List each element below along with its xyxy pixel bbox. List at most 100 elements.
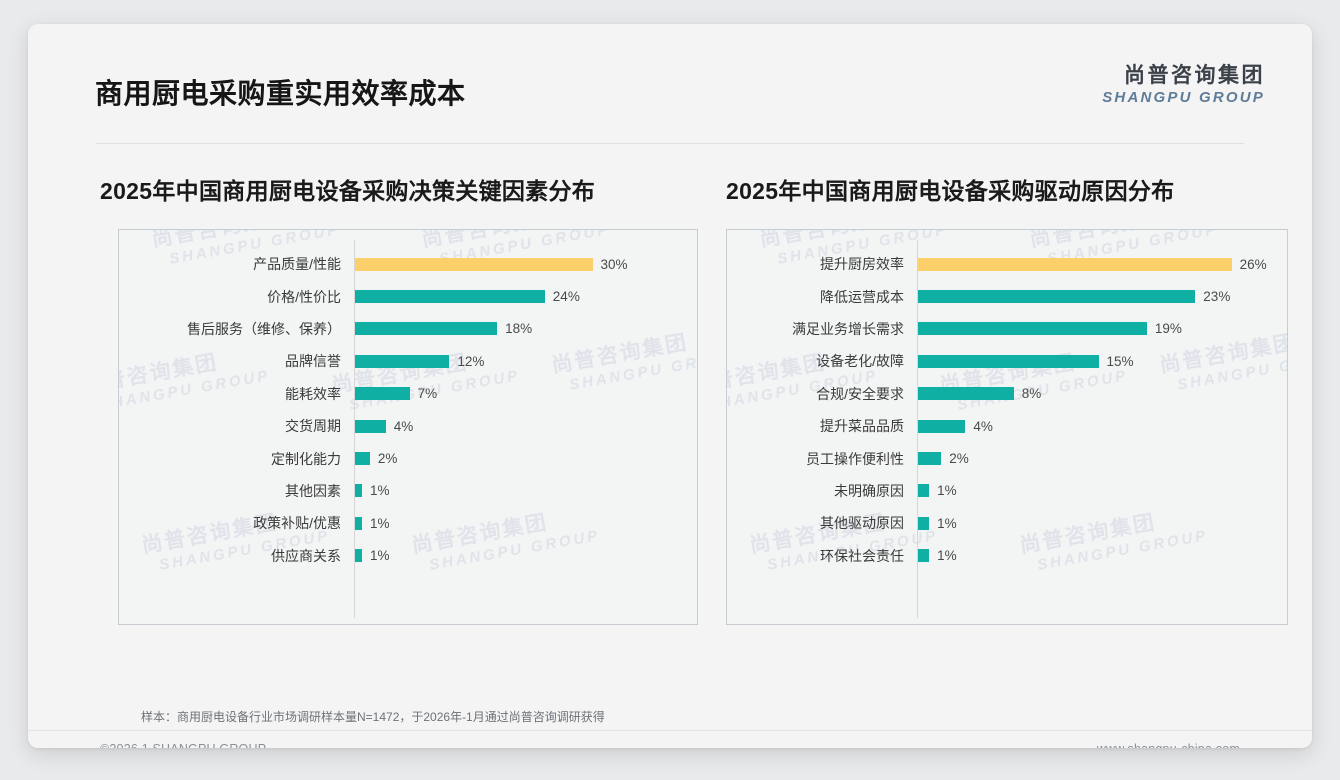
bar-track: 1% bbox=[354, 548, 697, 563]
bar-value-label: 8% bbox=[1021, 386, 1042, 402]
logo-chinese-text: 尚普咨询集团 bbox=[1124, 64, 1265, 87]
bar-track: 12% bbox=[354, 354, 697, 369]
bar-row: 环保社会责任 1% bbox=[727, 540, 1287, 572]
bar-track: 1% bbox=[917, 516, 1287, 531]
bar-track: 19% bbox=[917, 321, 1287, 336]
bar bbox=[354, 387, 410, 401]
bar bbox=[354, 419, 386, 433]
bar-value-label: 1% bbox=[369, 548, 390, 564]
bar-rows-left: 产品质量/性能 30% 价格/性价比 24% 售后服务（维修、保养） 18% 品牌信誉 12%… bbox=[119, 230, 697, 624]
bar-row: 设备老化/故障 15% bbox=[727, 345, 1287, 377]
bar-category-label: 员工操作便利性 bbox=[806, 450, 904, 467]
bar bbox=[354, 484, 362, 498]
bar bbox=[354, 549, 362, 563]
website-link[interactable]: www.shangpu-china.com bbox=[1097, 742, 1240, 748]
bar-category-label: 交货周期 bbox=[285, 418, 341, 435]
bar-category-label: 提升厨房效率 bbox=[820, 256, 904, 273]
bar-row: 其他驱动原因 1% bbox=[727, 507, 1287, 539]
bar-category-label: 价格/性价比 bbox=[267, 288, 341, 305]
bar-track: 23% bbox=[917, 289, 1287, 304]
bar bbox=[917, 387, 1014, 401]
bar-value-label: 19% bbox=[1154, 321, 1182, 337]
bar bbox=[354, 257, 593, 271]
bar-row: 提升厨房效率 26% bbox=[727, 248, 1287, 280]
slide-header: 商用厨电采购重实用效率成本 尚普咨询集团 SHANGPU GROUP bbox=[28, 24, 1312, 144]
bar-track: 1% bbox=[917, 483, 1287, 498]
sample-footnote: 样本：商用厨电设备行业市场调研样本量N=1472，于2026年-1月通过尚普咨询… bbox=[141, 710, 605, 724]
bar-row: 产品质量/性能 30% bbox=[119, 248, 697, 280]
bar bbox=[917, 290, 1196, 304]
copyright-text: ©2026.1 SHANGPU GROUP bbox=[100, 742, 266, 748]
logo-english-text: SHANGPU GROUP bbox=[1102, 89, 1265, 107]
bar-value-label: 1% bbox=[937, 515, 957, 531]
bar-value-label: 23% bbox=[1203, 289, 1231, 305]
bar bbox=[354, 290, 545, 304]
chart-block-decision-factors: 2025年中国商用厨电设备采购决策关键因素分布 尚普咨询集团 SHANGPU GR… bbox=[72, 172, 698, 625]
bar bbox=[917, 322, 1147, 336]
bar bbox=[917, 516, 930, 530]
footer-divider bbox=[28, 730, 1312, 731]
page-title: 商用厨电采购重实用效率成本 bbox=[95, 78, 466, 109]
bar bbox=[917, 354, 1099, 368]
bar-row: 满足业务增长需求 19% bbox=[727, 313, 1287, 345]
bar-category-label: 满足业务增长需求 bbox=[792, 320, 904, 337]
bar-track: 4% bbox=[917, 419, 1287, 434]
bar-category-label: 其他驱动原因 bbox=[820, 515, 904, 532]
chart-title-right: 2025年中国商用厨电设备采购驱动原因分布 bbox=[726, 178, 1175, 204]
bar-value-label: 2% bbox=[949, 451, 969, 467]
bar-category-label: 政策补贴/优惠 bbox=[253, 515, 341, 532]
bar-category-label: 环保社会责任 bbox=[820, 547, 904, 564]
bar-value-label: 15% bbox=[1106, 353, 1134, 369]
bar-value-label: 1% bbox=[369, 483, 390, 499]
bar-value-label: 1% bbox=[369, 515, 390, 531]
bar-row: 能耗效率 7% bbox=[119, 378, 697, 410]
bar-category-label: 提升菜品品质 bbox=[820, 418, 904, 435]
bar-row: 供应商关系 1% bbox=[119, 540, 697, 572]
bar-track: 30% bbox=[354, 257, 697, 272]
bar-row: 价格/性价比 24% bbox=[119, 280, 697, 312]
bar-value-label: 1% bbox=[937, 483, 957, 499]
bar-row: 员工操作便利性 2% bbox=[727, 442, 1287, 474]
bar-category-label: 能耗效率 bbox=[285, 385, 341, 402]
bar-category-label: 其他因素 bbox=[285, 482, 341, 499]
bar-row: 其他因素 1% bbox=[119, 475, 697, 507]
bar bbox=[917, 549, 930, 563]
bar-value-label: 1% bbox=[937, 548, 957, 564]
bar bbox=[917, 484, 930, 498]
bar-value-label: 2% bbox=[377, 451, 398, 467]
bar-category-label: 定制化能力 bbox=[271, 450, 341, 467]
bar-value-label: 30% bbox=[600, 256, 628, 272]
bar-track: 26% bbox=[917, 257, 1287, 272]
bar bbox=[917, 452, 942, 466]
charts-container: 2025年中国商用厨电设备采购决策关键因素分布 尚普咨询集团 SHANGPU GR… bbox=[28, 24, 1312, 748]
bar-track: 8% bbox=[917, 386, 1287, 401]
axis-line-left bbox=[354, 240, 355, 618]
bar-track: 1% bbox=[917, 548, 1287, 563]
bar-row: 定制化能力 2% bbox=[119, 442, 697, 474]
bar-category-label: 合规/安全要求 bbox=[816, 385, 904, 402]
bar-row: 品牌信誉 12% bbox=[119, 345, 697, 377]
bar-row: 售后服务（维修、保养） 18% bbox=[119, 313, 697, 345]
bar-track: 18% bbox=[354, 321, 697, 336]
bar-track: 2% bbox=[917, 451, 1287, 466]
bar bbox=[354, 354, 450, 368]
bar bbox=[917, 419, 966, 433]
bar-value-label: 4% bbox=[393, 418, 414, 434]
bar-rows-right: 提升厨房效率 26% 降低运营成本 23% 满足业务增长需求 19% 设备老化/故障 15% 合… bbox=[727, 230, 1287, 624]
bar-value-label: 4% bbox=[973, 418, 993, 434]
bar-category-label: 降低运营成本 bbox=[820, 288, 904, 305]
bar-category-label: 未明确原因 bbox=[834, 482, 904, 499]
bar-row: 交货周期 4% bbox=[119, 410, 697, 442]
bar-category-label: 供应商关系 bbox=[271, 547, 341, 564]
bar-track: 24% bbox=[354, 289, 697, 304]
chart-panel-left: 尚普咨询集团 SHANGPU GROUP 尚普咨询集团 SHANGPU GROUP 尚普… bbox=[118, 229, 698, 625]
bar-track: 7% bbox=[354, 386, 697, 401]
bar-category-label: 售后服务（维修、保养） bbox=[187, 320, 341, 337]
bar bbox=[917, 257, 1232, 271]
bar-row: 政策补贴/优惠 1% bbox=[119, 507, 697, 539]
bar-track: 4% bbox=[354, 419, 697, 434]
bar-value-label: 26% bbox=[1239, 256, 1267, 272]
chart-block-drivers: 2025年中国商用厨电设备采购驱动原因分布 尚普咨询集团 SHANGPU GROU… bbox=[698, 172, 1288, 625]
slide-card: 商用厨电采购重实用效率成本 尚普咨询集团 SHANGPU GROUP 2025年… bbox=[28, 24, 1312, 748]
bar bbox=[354, 322, 498, 336]
